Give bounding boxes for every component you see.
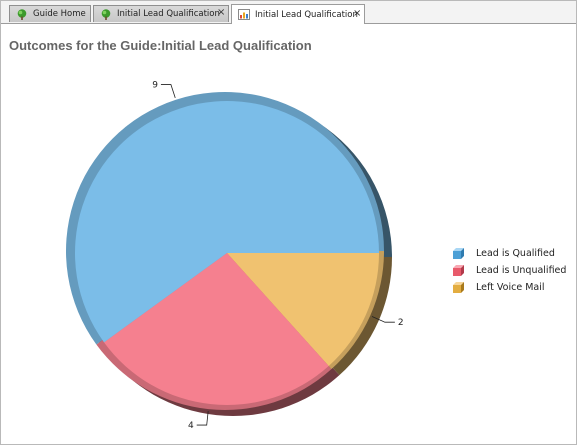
tab-label: Guide Home (33, 9, 86, 19)
data-label: 2 (398, 318, 404, 328)
tab-label: Initial Lead Qualification (255, 10, 358, 20)
close-icon[interactable]: × (217, 7, 226, 18)
legend-label: Lead is Unqualified (476, 265, 567, 276)
pie-slice-lead-is-qualified (75, 100, 379, 343)
data-label: 9 (152, 81, 158, 91)
chart-icon (238, 9, 250, 20)
legend-swatch (453, 248, 464, 259)
tab-label: Initial Lead Qualification (117, 9, 220, 19)
data-label: 4 (188, 421, 194, 431)
tab-guide-home[interactable]: Guide Home (9, 5, 91, 22)
tree-icon (17, 9, 27, 20)
leader-line (371, 316, 395, 323)
tree-icon (101, 9, 111, 20)
legend-swatch (453, 282, 464, 293)
tab-bar: Guide Home Initial Lead Qualification × … (1, 1, 576, 24)
tab-initial-lead-qualification[interactable]: Initial Lead Qualification × (93, 5, 229, 22)
pie-slice-left-voice-mail (227, 253, 379, 366)
legend-label: Lead is Qualified (476, 248, 555, 259)
tab-initial-lead-qualification-chart[interactable]: Initial Lead Qualification × (231, 4, 365, 24)
page-title: Outcomes for the Guide:Initial Lead Qual… (9, 38, 312, 53)
legend-swatch (453, 265, 464, 276)
leader-line (160, 84, 176, 99)
leader-line (196, 411, 209, 426)
pie-slice-lead-is-unqualified (104, 253, 329, 405)
close-icon[interactable]: × (353, 8, 362, 19)
legend-label: Left Voice Mail (476, 282, 545, 293)
